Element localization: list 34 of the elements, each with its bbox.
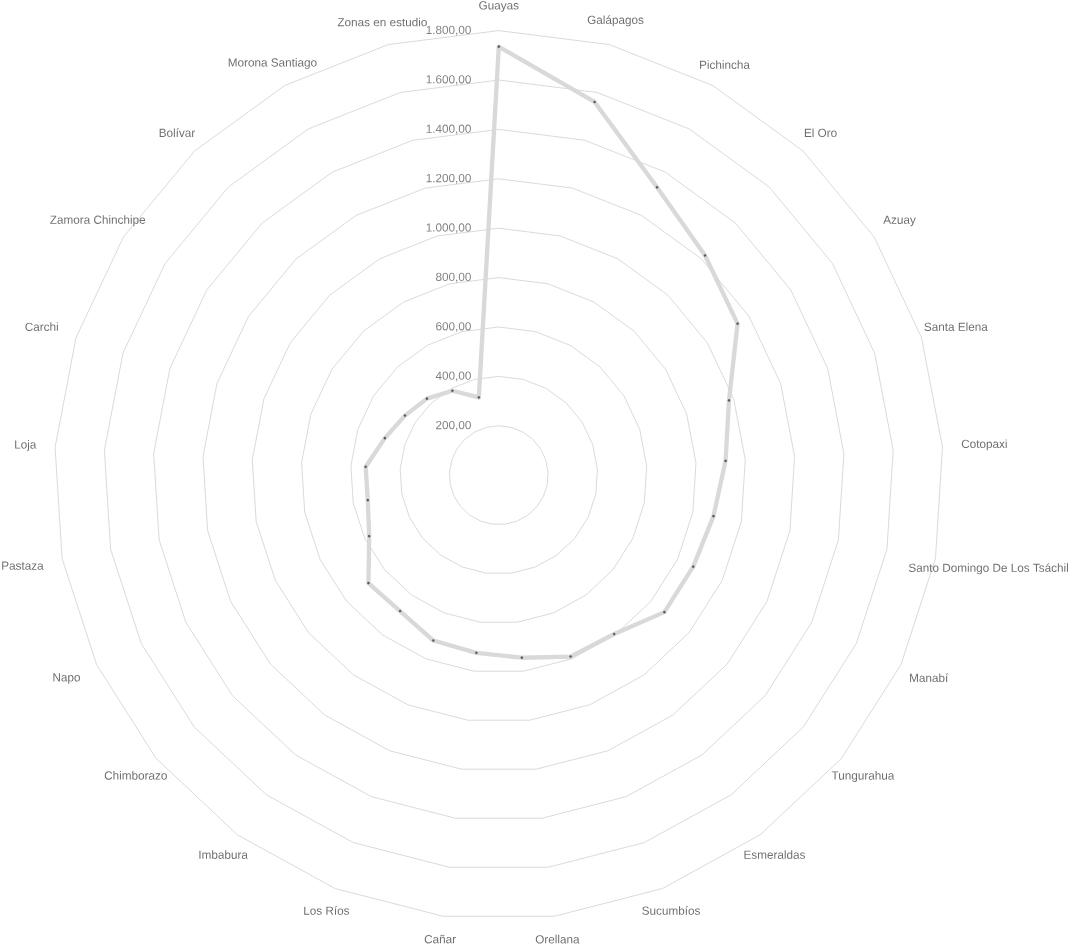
- y-tick-label: 600,00: [436, 322, 471, 332]
- spoke-label: Cañar: [424, 935, 456, 944]
- spoke-label: Azuay: [883, 215, 916, 227]
- y-tick-label: 200,00: [436, 421, 471, 431]
- spoke-label: Manabí: [910, 673, 949, 683]
- y-tick-label: 800,00: [435, 272, 471, 283]
- spoke-label: Tungurahua: [831, 771, 895, 783]
- spoke-label: El Oro: [804, 128, 837, 138]
- y-tick-label: 400,00: [435, 371, 471, 382]
- spoke-label: Galápagos: [587, 15, 644, 27]
- spoke-label: Bolívar: [159, 128, 196, 138]
- spoke-label: Cotopaxi: [961, 439, 1007, 451]
- spoke-label: Loja: [15, 440, 37, 452]
- spoke-label: Zonas en estudio: [337, 17, 427, 27]
- spoke-label: Sucumbíos: [642, 906, 700, 915]
- spoke-label: Carchi: [25, 322, 58, 332]
- y-tick-label: 1.400,00: [426, 124, 471, 135]
- spoke-label: Santo Domingo De Los Tsáchil: [908, 563, 1068, 575]
- spoke-label: Pastaza: [2, 561, 44, 570]
- spoke-label: Pichincha: [700, 60, 750, 70]
- y-tick-label: 1.800,00: [426, 25, 471, 36]
- spoke-label: Morona Santiago: [228, 58, 317, 70]
- spoke-label: Los Ríos: [304, 906, 350, 915]
- spoke-label: Guayas: [479, 1, 519, 12]
- spoke-label: Zamora Chinchipe: [50, 215, 146, 227]
- spoke-label: Esmeraldas: [744, 850, 805, 860]
- spoke-label: Chimborazo: [104, 771, 167, 780]
- spoke-label: Orellana: [535, 935, 580, 944]
- y-tick-label: 1.600,00: [426, 75, 471, 86]
- spoke-label: Imbabura: [199, 850, 248, 860]
- spoke-label: Napo: [53, 673, 80, 684]
- y-tick-label: 1.000,00: [426, 223, 471, 234]
- spoke-label: Santa Elena: [924, 322, 988, 332]
- y-tick-label: 1.200,00: [426, 174, 471, 184]
